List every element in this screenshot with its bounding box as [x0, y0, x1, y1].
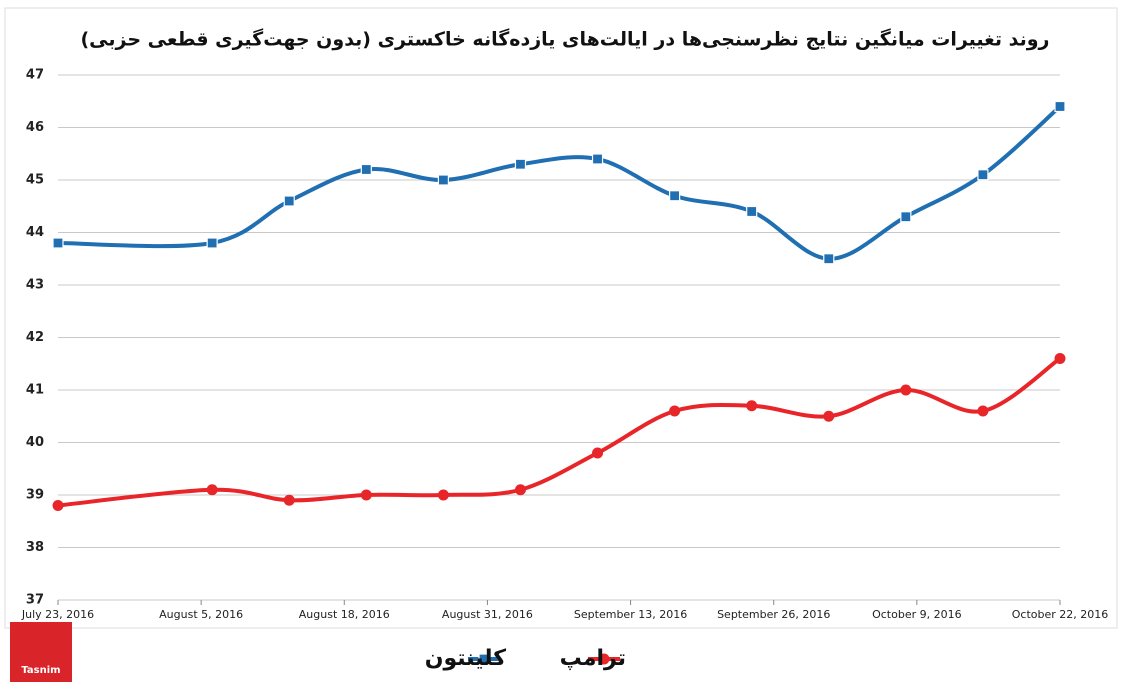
- y-tick-label: 44: [26, 225, 44, 240]
- point: [360, 489, 372, 501]
- point: [514, 484, 526, 496]
- point: [514, 158, 527, 170]
- point: [52, 237, 64, 249]
- logo-text: Tasnim: [21, 665, 60, 676]
- point: [823, 253, 835, 265]
- point: [360, 163, 372, 176]
- point: [823, 410, 835, 422]
- point: [592, 447, 604, 459]
- chart-title: روند تغییرات میانگین نتایج نظرسنجی‌ها در…: [80, 28, 1049, 51]
- y-tick-label: 47: [26, 68, 44, 83]
- point: [669, 190, 681, 202]
- point: [977, 169, 989, 181]
- x-tick-label: August 18, 2016: [299, 608, 390, 621]
- legend-label: کلینتون: [425, 646, 506, 671]
- y-tick-label: 37: [26, 593, 44, 608]
- point: [437, 489, 449, 501]
- point: [52, 500, 64, 511]
- logo: [10, 622, 72, 682]
- point: [1054, 353, 1066, 364]
- point: [591, 153, 604, 165]
- point: [283, 195, 295, 207]
- x-tick-label: August 31, 2016: [442, 608, 533, 621]
- point: [746, 205, 758, 218]
- y-tick-label: 40: [26, 435, 44, 450]
- point: [900, 211, 912, 223]
- point: [283, 494, 295, 506]
- legend-label: ترامپ: [560, 646, 626, 671]
- x-tick-label: August 5, 2016: [159, 608, 243, 621]
- y-tick-label: 45: [26, 173, 44, 188]
- y-tick-label: 46: [26, 120, 44, 135]
- y-tick-label: 39: [26, 488, 44, 503]
- point: [206, 237, 218, 249]
- point: [437, 174, 449, 186]
- point: [206, 484, 218, 496]
- legend-marker: [598, 653, 610, 665]
- chart-border: [4, 7, 1118, 629]
- point: [1054, 100, 1066, 113]
- point: [746, 400, 758, 412]
- y-tick-label: 41: [26, 383, 44, 398]
- x-tick-label: October 9, 2016: [872, 608, 962, 621]
- point: [669, 405, 681, 417]
- point: [977, 405, 989, 417]
- y-tick-label: 38: [26, 540, 44, 555]
- x-tick-label: July 23, 2016: [21, 608, 94, 621]
- y-tick-label: 43: [26, 278, 44, 293]
- point: [900, 384, 912, 396]
- x-tick-label: October 22, 2016: [1012, 608, 1109, 621]
- x-tick-label: September 13, 2016: [574, 608, 687, 621]
- legend-marker: [478, 653, 490, 665]
- y-tick-label: 42: [26, 330, 44, 345]
- x-tick-label: September 26, 2016: [717, 608, 830, 621]
